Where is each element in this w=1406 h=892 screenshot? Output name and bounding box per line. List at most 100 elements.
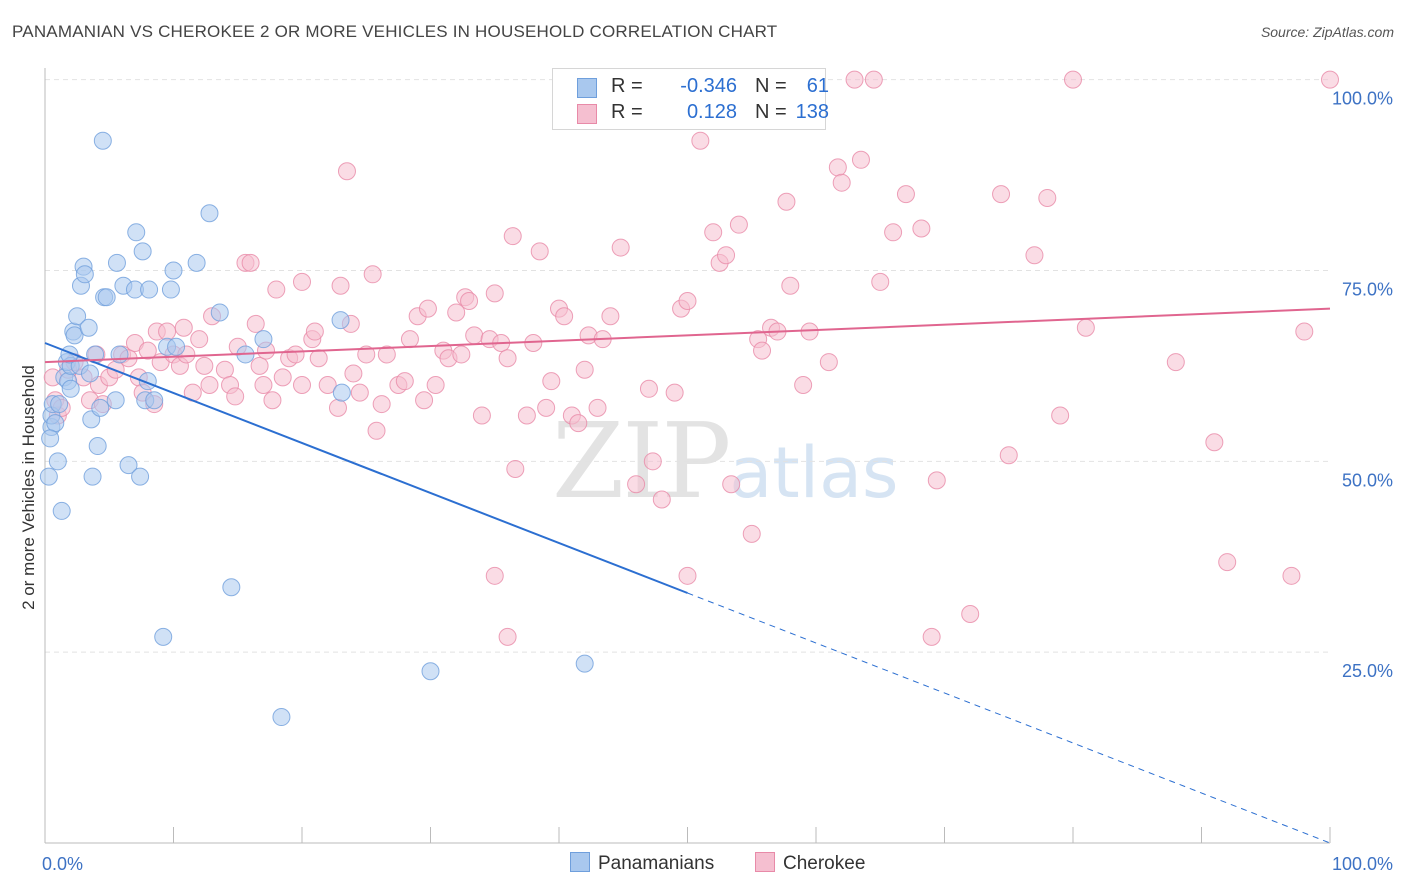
point-cherokee [503, 227, 522, 246]
point-panamanian [52, 501, 71, 520]
point-cherokee [729, 215, 748, 234]
stats-r-label: R = [611, 101, 643, 123]
point-panamanian [119, 456, 138, 475]
point-cherokee [498, 627, 517, 646]
chart-title: PANAMANIAN VS CHEROKEE 2 OR MORE VEHICLE… [12, 22, 778, 41]
point-panamanian [61, 379, 80, 398]
point-cherokee [344, 364, 363, 383]
point-cherokee [665, 383, 684, 402]
point-cherokee [588, 398, 607, 417]
point-cherokee [1064, 70, 1082, 89]
point-panamanian [79, 318, 98, 337]
point-panamanian [331, 311, 350, 330]
y-tick-label: 75.0% [1342, 279, 1393, 299]
point-panamanian [154, 627, 173, 646]
point-panamanian [210, 303, 229, 322]
legend-label: Panamanians [598, 853, 715, 874]
point-cherokee [717, 246, 736, 265]
point-cherokee [460, 292, 479, 311]
point-panamanian [133, 242, 152, 261]
legend-item-panamanians: Panamanians [570, 852, 714, 875]
point-cherokee [678, 566, 697, 585]
stats-swatch-pink [577, 104, 597, 124]
point-panamanian [332, 383, 351, 402]
point-cherokee [254, 375, 273, 394]
point-cherokee [1038, 188, 1057, 207]
point-cherokee [293, 375, 311, 394]
point-cherokee [447, 303, 466, 322]
point-panamanian [41, 429, 60, 448]
point-cherokee [777, 192, 796, 211]
point-panamanian [421, 662, 440, 681]
trendline-cherokee [44, 307, 1331, 364]
point-panamanian [110, 345, 129, 364]
stats-n-label: N = [755, 75, 787, 97]
point-panamanian [272, 708, 291, 727]
x-tick-label: 100.0% [1332, 854, 1393, 874]
point-panamanian [222, 578, 241, 597]
point-cherokee [1218, 553, 1237, 572]
point-cherokee [530, 242, 549, 261]
point-cherokee [506, 459, 525, 478]
point-panamanian [75, 265, 94, 284]
point-cherokee [363, 265, 382, 284]
point-panamanian [91, 398, 110, 417]
stats-n-value: 61 [806, 75, 829, 97]
point-cherokee [781, 276, 800, 295]
point-cherokee [1166, 353, 1185, 372]
point-cherokee [992, 185, 1011, 204]
watermark: ZIPatlas [552, 400, 898, 522]
stats-box: R = -0.346 N = 61 R = 0.128 N = 138 [552, 68, 829, 130]
point-cherokee [426, 375, 445, 394]
point-panamanian [200, 204, 219, 223]
point-cherokee [864, 70, 883, 89]
point-cherokee [357, 345, 376, 364]
point-panamanian [575, 654, 594, 673]
point-cherokee [472, 406, 491, 425]
point-cherokee [377, 345, 396, 364]
point-cherokee [331, 276, 350, 295]
point-panamanian [140, 280, 159, 299]
point-cherokee [328, 398, 347, 417]
point-cherokee [896, 185, 915, 204]
point-cherokee [569, 414, 588, 433]
stats-r-value: -0.346 [680, 75, 737, 97]
point-cherokee [639, 379, 658, 398]
y-tick-label: 100.0% [1332, 89, 1393, 109]
x-tick-label: 0.0% [42, 854, 83, 874]
point-cherokee [627, 475, 646, 494]
point-cherokee [1025, 246, 1044, 265]
point-panamanian [131, 467, 150, 486]
point-cherokee [517, 406, 536, 425]
point-cherokee [246, 314, 265, 333]
point-cherokee [828, 158, 847, 177]
point-cherokee [851, 150, 870, 169]
point-cherokee [542, 372, 561, 391]
point-cherokee [267, 280, 286, 299]
point-panamanian [145, 391, 164, 410]
point-cherokee [742, 524, 761, 543]
point-cherokee [215, 360, 234, 379]
point-cherokee [286, 345, 305, 364]
trendline-panamanians-dashed [687, 592, 1331, 844]
point-cherokee [400, 330, 419, 349]
stats-n-value: 138 [795, 101, 829, 123]
legend-label: Cherokee [783, 853, 866, 874]
point-cherokee [922, 627, 941, 646]
stats-r-value: 0.128 [686, 101, 737, 123]
point-cherokee [704, 223, 723, 242]
point-cherokee [465, 326, 484, 345]
point-panamanian [68, 307, 87, 326]
point-cherokee [871, 272, 890, 291]
point-panamanian [187, 253, 206, 272]
point-cherokee [691, 131, 710, 150]
watermark-atlas: atlas [729, 432, 899, 514]
point-cherokee [226, 387, 245, 406]
point-cherokee [350, 383, 369, 402]
stats-n-label: N = [755, 101, 787, 123]
point-cherokee [1051, 406, 1070, 425]
point-cherokee [498, 349, 517, 368]
point-cherokee [999, 446, 1018, 465]
point-cherokee [884, 223, 903, 242]
point-cherokee [337, 162, 356, 181]
